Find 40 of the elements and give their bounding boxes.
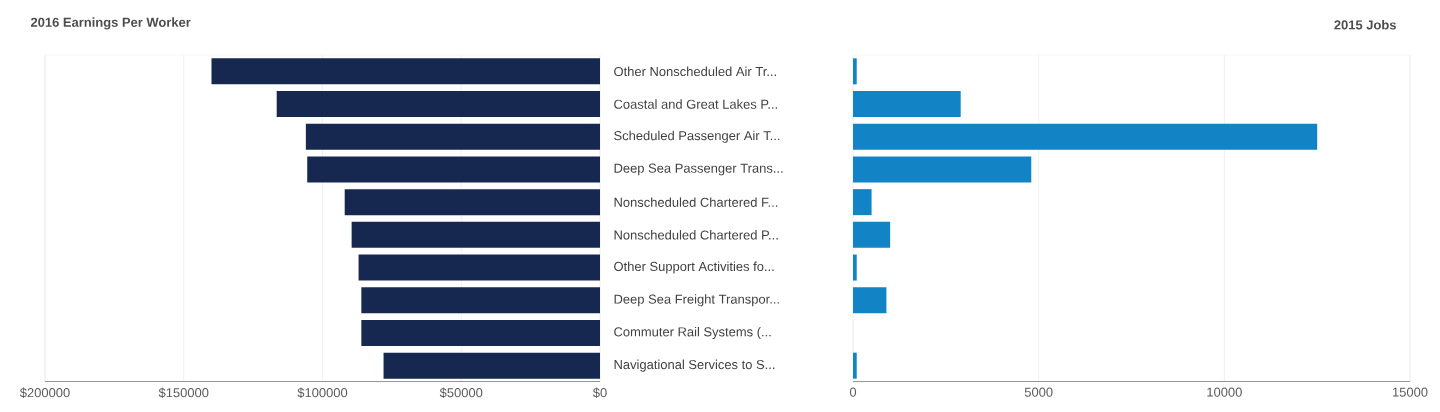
bar <box>853 287 887 314</box>
bar <box>276 91 600 118</box>
bar <box>853 352 857 379</box>
x-tick-label: 0 <box>849 387 857 397</box>
bar <box>853 189 872 216</box>
bar <box>853 91 961 118</box>
y-tick-label: Nonscheduled Chartered P... <box>614 230 778 240</box>
x-tick-label: $200000 <box>19 387 70 398</box>
y-tick-label: Navigational Services to S... <box>614 359 775 372</box>
x-tick-label: 5000 <box>1024 387 1053 397</box>
bar <box>853 254 857 281</box>
chart-title: 2015 Jobs <box>1334 19 1396 30</box>
x-tick-label: $50000 <box>439 387 483 398</box>
bar <box>351 221 600 248</box>
chart-title: 2016 Earnings Per Worker <box>30 17 191 30</box>
y-tick-label: Other Support Activities fo... <box>614 261 774 274</box>
bar <box>361 287 600 314</box>
x-tick-label: 10000 <box>1207 387 1242 397</box>
bar <box>853 221 891 248</box>
bar <box>305 123 600 150</box>
bar <box>361 319 600 346</box>
y-tick-label: Deep Sea Freight Transpor... <box>614 294 779 307</box>
y-tick-label: Coastal and Great Lakes P... <box>614 99 777 109</box>
bar <box>853 156 1032 183</box>
bar <box>344 189 600 216</box>
bar <box>383 352 600 379</box>
y-tick-label: Deep Sea Passenger Trans... <box>614 163 783 176</box>
y-tick-label: Other Nonscheduled Air Tr... <box>614 66 776 77</box>
y-tick-label: Commuter Rail Systems (... <box>614 326 771 339</box>
bar <box>853 123 1318 150</box>
y-tick-label: Scheduled Passenger Air T... <box>614 130 780 143</box>
x-tick-label: 15000 <box>1392 387 1428 397</box>
bar <box>307 156 600 183</box>
bar <box>853 58 857 85</box>
x-tick-label: $0 <box>592 387 607 398</box>
x-tick-label: $150000 <box>158 387 209 398</box>
bar <box>211 58 600 85</box>
y-tick-label: Nonscheduled Chartered F... <box>614 197 778 207</box>
bar <box>358 254 600 281</box>
x-tick-label: $100000 <box>297 387 348 398</box>
